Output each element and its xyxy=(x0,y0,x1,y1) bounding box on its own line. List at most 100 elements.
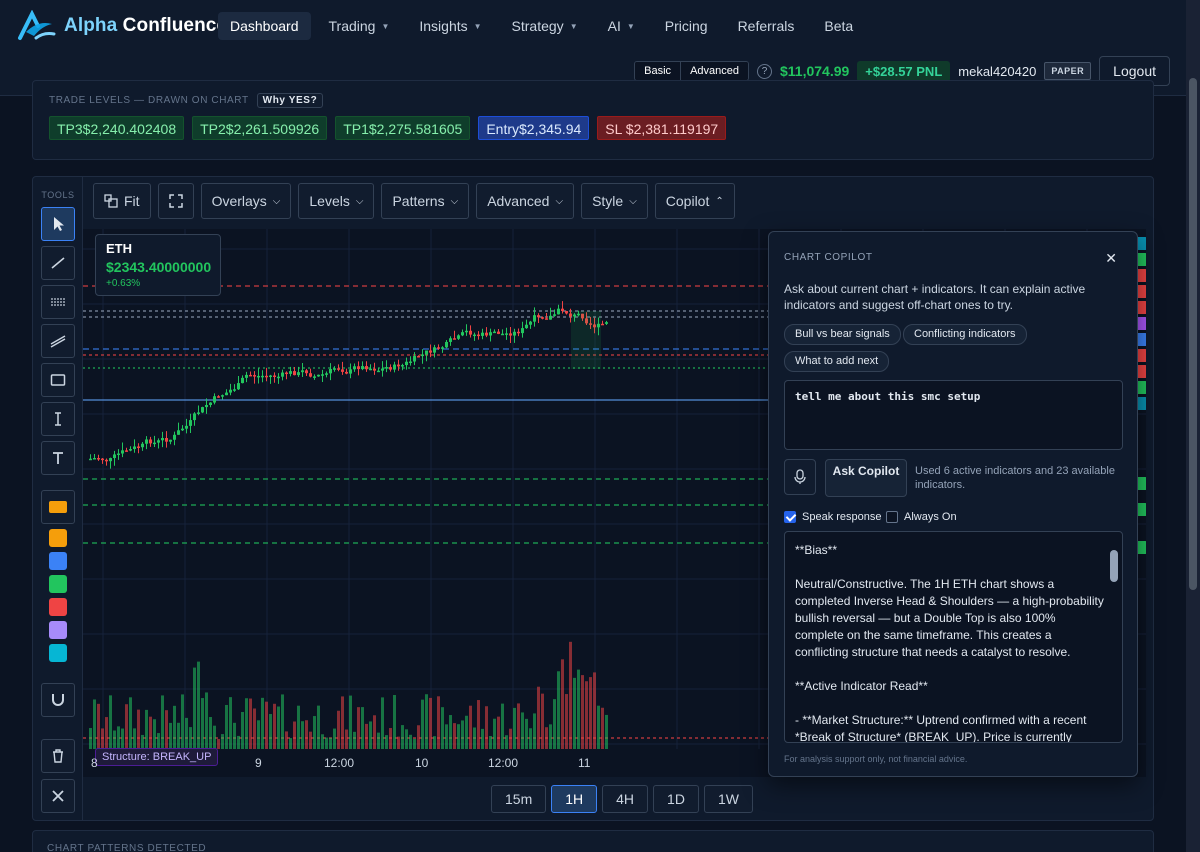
page-scrollbar-thumb[interactable] xyxy=(1189,78,1197,590)
speak-response-checkbox[interactable] xyxy=(784,511,796,523)
advanced-dropdown[interactable]: Advanced ⌵ xyxy=(476,183,575,219)
page-scrollbar[interactable] xyxy=(1186,0,1200,852)
candle-body xyxy=(497,331,500,334)
candle-body xyxy=(117,453,120,456)
magnet-tool[interactable] xyxy=(41,683,75,717)
volume-bar xyxy=(233,722,236,749)
nav-strategy[interactable]: Strategy ▼ xyxy=(500,12,590,40)
color-swatch[interactable] xyxy=(49,552,67,570)
timeframe-1d[interactable]: 1D xyxy=(653,785,699,813)
caret-down-icon: ▼ xyxy=(569,21,578,31)
why-button[interactable]: Why YES? xyxy=(256,93,324,108)
level-chip-entry[interactable]: Entry$2,345.94 xyxy=(478,116,590,140)
candle-body xyxy=(397,364,400,367)
nav-referrals[interactable]: Referrals xyxy=(726,12,807,40)
level-chip-tp[interactable]: TP1$2,275.581605 xyxy=(335,116,471,140)
clear-tool[interactable] xyxy=(41,779,75,813)
delete-tool[interactable] xyxy=(41,739,75,773)
text-tool[interactable] xyxy=(41,441,75,475)
active-color-tool[interactable] xyxy=(41,490,75,524)
candle-body xyxy=(329,368,332,374)
volume-bar xyxy=(345,729,348,749)
candle-body xyxy=(277,376,280,379)
overlays-dropdown[interactable]: Overlays ⌵ xyxy=(200,183,292,219)
rectangle-tool[interactable] xyxy=(41,363,75,397)
volume-bar xyxy=(581,675,584,749)
volume-bar xyxy=(337,710,340,749)
measure-tool[interactable] xyxy=(41,402,75,436)
nav-dashboard[interactable]: Dashboard xyxy=(218,12,311,40)
line-tool[interactable] xyxy=(41,246,75,280)
candle-body xyxy=(445,341,448,348)
channel-tool[interactable] xyxy=(41,324,75,358)
cursor-icon xyxy=(54,217,64,231)
always-on-checkbox[interactable] xyxy=(886,511,898,523)
suggestion-conflicting[interactable]: Conflicting indicators xyxy=(903,324,1027,345)
nav-beta[interactable]: Beta xyxy=(812,12,865,40)
color-swatch[interactable] xyxy=(49,621,67,639)
nav-ai[interactable]: AI ▼ xyxy=(596,12,647,40)
candle-body xyxy=(401,365,404,367)
levels-dropdown[interactable]: Levels ⌵ xyxy=(298,183,375,219)
volume-bar xyxy=(293,721,296,749)
x-axis-tick-label: 10 xyxy=(415,756,429,770)
color-swatch[interactable] xyxy=(49,644,67,662)
nav-pricing[interactable]: Pricing xyxy=(653,12,720,40)
color-swatch[interactable] xyxy=(49,598,67,616)
text-cursor-icon xyxy=(55,412,61,426)
microphone-button[interactable] xyxy=(784,459,816,495)
style-dropdown[interactable]: Style ⌵ xyxy=(581,183,648,219)
mode-toggle[interactable]: Basic Advanced xyxy=(634,61,749,81)
color-swatch[interactable] xyxy=(49,575,67,593)
color-swatch[interactable] xyxy=(49,529,67,547)
response-scrollbar[interactable] xyxy=(1110,536,1118,740)
mode-basic-option[interactable]: Basic xyxy=(635,62,681,80)
level-chip-tp[interactable]: TP2$2,261.509926 xyxy=(192,116,328,140)
close-icon[interactable]: ✕ xyxy=(1105,250,1117,266)
scrollbar-thumb[interactable] xyxy=(1110,550,1118,582)
level-chip-sl[interactable]: SL $2,381.119197 xyxy=(597,116,727,140)
fit-button[interactable]: Fit xyxy=(93,183,151,219)
timeframe-15m[interactable]: 15m xyxy=(491,785,547,813)
volume-bar xyxy=(141,734,144,749)
fullscreen-button[interactable] xyxy=(157,183,194,219)
suggestion-bull-bear[interactable]: Bull vs bear signals xyxy=(784,324,901,345)
level-chip-tp[interactable]: TP3$2,240.402408 xyxy=(49,116,185,140)
volume-bar xyxy=(245,698,248,749)
volume-bar xyxy=(105,717,108,749)
volume-bar xyxy=(321,734,324,749)
candle-body xyxy=(97,458,100,460)
help-icon[interactable]: ? xyxy=(757,63,772,79)
response-paragraph: **Active Indicator Read** xyxy=(795,679,928,693)
copilot-dropdown[interactable]: Copilot ⌃ xyxy=(654,183,735,219)
speak-response-toggle[interactable]: Speak response xyxy=(784,511,882,523)
volume-bar xyxy=(153,719,156,749)
copilot-question-input[interactable]: tell me about this smc setup xyxy=(784,380,1123,450)
volume-bar xyxy=(157,733,160,749)
patterns-dropdown[interactable]: Patterns ⌵ xyxy=(381,183,470,219)
volume-bar xyxy=(529,728,532,749)
timeframe-4h[interactable]: 4H xyxy=(602,785,649,813)
candle-body xyxy=(261,375,264,378)
always-on-toggle[interactable]: Always On xyxy=(886,511,957,523)
indicator-usage-note: Used 6 active indicators and 23 availabl… xyxy=(915,465,1115,491)
volume-bar xyxy=(201,698,204,749)
nav-insights[interactable]: Insights ▼ xyxy=(407,12,493,40)
candle-body xyxy=(405,361,408,366)
volume-bar xyxy=(549,724,552,749)
timeframe-1h[interactable]: 1H xyxy=(551,785,598,813)
horizontal-line-tool[interactable] xyxy=(41,285,75,319)
ask-copilot-button[interactable]: Ask Copilot xyxy=(825,459,907,497)
suggestion-what-to-add[interactable]: What to add next xyxy=(784,351,890,372)
cursor-tool[interactable] xyxy=(41,207,75,241)
timeframe-1w[interactable]: 1W xyxy=(703,785,753,813)
mode-advanced-option[interactable]: Advanced xyxy=(680,62,748,80)
brand-logo[interactable]: Alpha Confluence xyxy=(16,10,227,42)
fit-label: Fit xyxy=(124,193,140,209)
candle-body xyxy=(429,350,432,353)
candle-body xyxy=(553,314,556,316)
nav-trading[interactable]: Trading ▼ xyxy=(317,12,402,40)
volume-bar xyxy=(253,708,256,749)
volume-bar xyxy=(525,718,528,749)
copilot-response[interactable]: **Bias** Neutral/Constructive. The 1H ET… xyxy=(784,531,1123,743)
